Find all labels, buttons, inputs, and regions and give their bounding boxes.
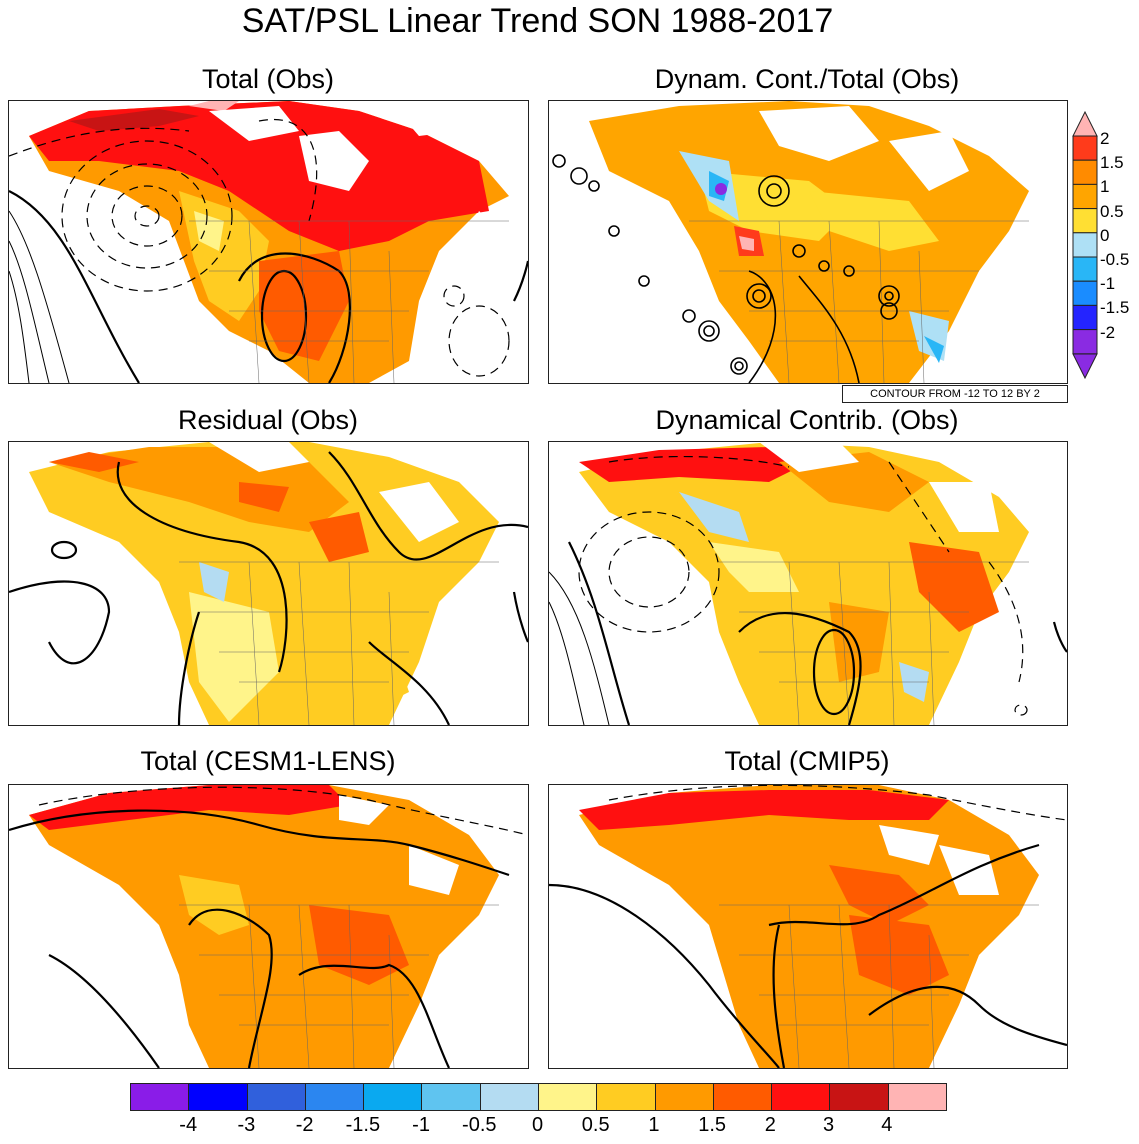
colorbar-tick-label: 3 (823, 1114, 835, 1136)
colorbar-swatch (830, 1084, 889, 1110)
map-dynamical-contrib-obs (548, 441, 1068, 726)
colorbar-tick-label: -4 (179, 1114, 198, 1136)
ratio-colorbar-tick-label: 0.5 (1100, 201, 1124, 221)
colorbar-tick-label: 1.5 (698, 1114, 727, 1136)
panel-title-dynamical-contrib-obs: Dynamical Contrib. (Obs) (655, 405, 959, 435)
ratio-colorbar-bottom-arrow (1072, 353, 1098, 380)
colorbar-swatch (655, 1084, 714, 1110)
map-total-obs (8, 100, 529, 384)
colorbar-tick-label: 1 (648, 1114, 660, 1136)
colorbar-swatch (189, 1084, 248, 1110)
panel-title-residual-obs: Residual (Obs) (177, 405, 359, 435)
panel-title-total-obs: Total (Obs) (201, 64, 335, 94)
map-total-cesm1-lens (8, 784, 529, 1069)
map-dynam-cont-total-obs (548, 100, 1068, 384)
map-residual-obs (8, 441, 529, 726)
ratio-colorbar-swatch (1072, 304, 1098, 331)
ratio-colorbar-swatch (1072, 183, 1098, 210)
panel-title-total-cesm1-lens: Total (CESM1-LENS) (140, 746, 396, 776)
colorbar-tick-label: -1.5 (345, 1114, 381, 1136)
ratio-colorbar-tick-label: -2 (1100, 322, 1116, 342)
colorbar-tick-label: -0.5 (462, 1114, 497, 1136)
colorbar-tick-label: -1 (412, 1114, 430, 1136)
colorbar (130, 1083, 947, 1111)
colorbar-tick-label: -3 (237, 1114, 256, 1136)
colorbar-swatch (305, 1084, 365, 1110)
colorbar-swatch (713, 1084, 773, 1110)
ratio-colorbar-tick-label: -0.5 (1100, 250, 1130, 269)
colorbar-swatch (888, 1084, 946, 1110)
ratio-colorbar-tick-label: 1 (1100, 177, 1110, 197)
panel-title-dynam-cont-total-obs: Dynam. Cont./Total (Obs) (654, 64, 960, 94)
ratio-colorbar-tick-label: 1.5 (1100, 153, 1124, 173)
colorbar-tick-label: 2 (764, 1114, 776, 1136)
colorbar-swatch (131, 1084, 190, 1110)
colorbar-swatch (247, 1084, 306, 1110)
colorbar-swatch (772, 1084, 831, 1110)
colorbar-swatch (480, 1084, 539, 1110)
ratio-colorbar-top-arrow (1072, 110, 1098, 137)
panel-title-total-cmip5: Total (CMIP5) (724, 746, 890, 776)
ratio-colorbar-swatch (1072, 232, 1098, 258)
ratio-colorbar-swatch (1072, 280, 1098, 306)
ratio-colorbar-swatch (1072, 329, 1098, 355)
map-total-cmip5 (548, 784, 1068, 1069)
colorbar-tick-label: 0.5 (581, 1114, 610, 1136)
ratio-colorbar-tick-label: -1.5 (1100, 298, 1130, 318)
ratio-colorbar-swatch (1072, 135, 1098, 161)
figure-title: SAT/PSL Linear Trend SON 1988-2017 (241, 2, 834, 40)
ratio-colorbar-tick-label: 2 (1100, 129, 1110, 148)
colorbar-swatch (538, 1084, 598, 1110)
colorbar-tick-label: 4 (881, 1114, 893, 1136)
ratio-colorbar-swatch (1072, 159, 1098, 185)
colorbar-tick-label: 0 (531, 1114, 544, 1136)
ratio-colorbar-swatch (1072, 208, 1098, 234)
ratio-colorbar-tick-label: -1 (1100, 274, 1116, 294)
ratio-colorbar (1072, 110, 1098, 380)
ratio-colorbar-tick-label: 0 (1100, 225, 1110, 245)
ratio-colorbar-swatch (1072, 256, 1098, 282)
contour-note: CONTOUR FROM -12 TO 12 BY 2 (842, 385, 1068, 403)
colorbar-swatch (422, 1084, 481, 1110)
colorbar-swatch (364, 1084, 423, 1110)
colorbar-swatch (597, 1084, 656, 1110)
colorbar-tick-label: -2 (295, 1114, 314, 1136)
